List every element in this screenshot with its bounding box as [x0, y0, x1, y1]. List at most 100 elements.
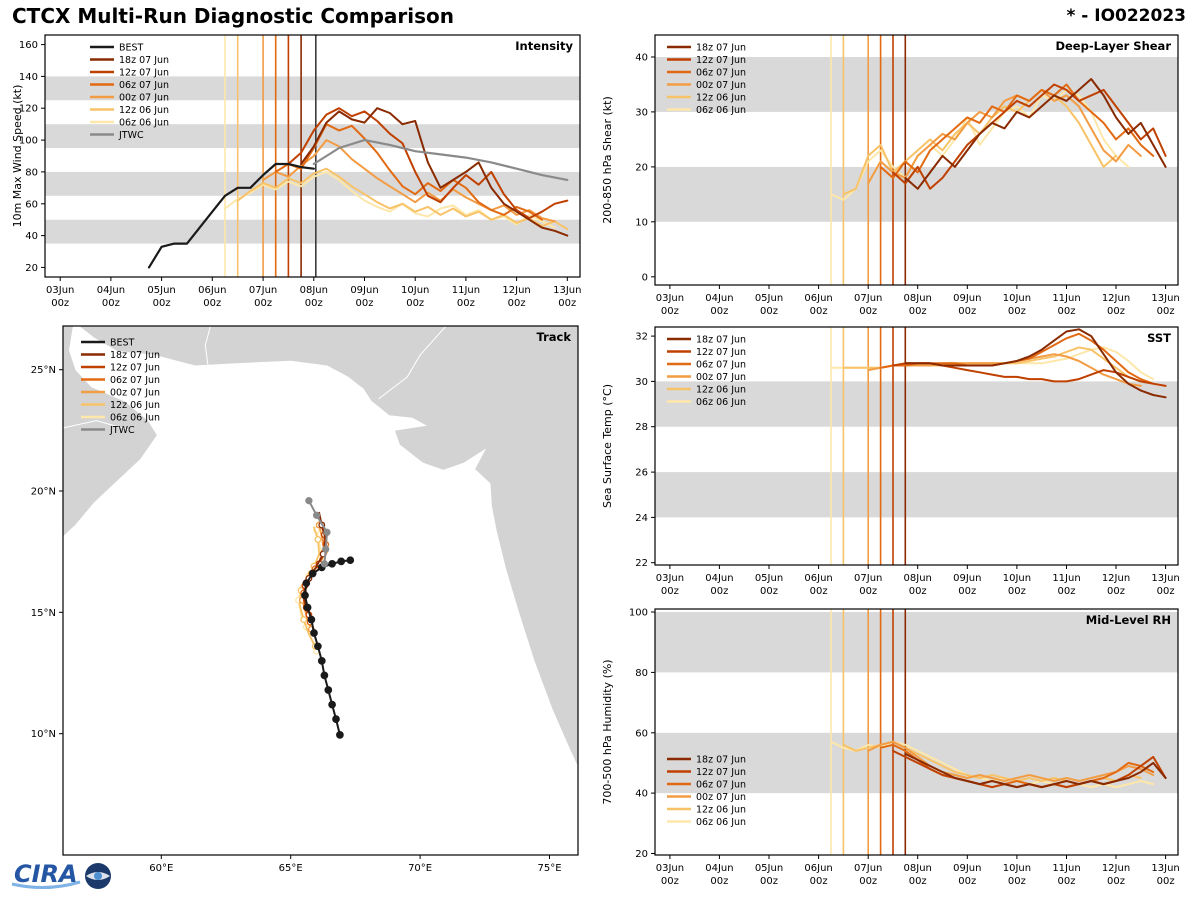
svg-text:00z: 00z: [1008, 876, 1026, 887]
svg-text:18z 07 Jun: 18z 07 Jun: [696, 755, 746, 766]
series-00z-07-Jun: [262, 139, 556, 223]
svg-text:00z: 00z: [810, 876, 828, 887]
svg-text:08Jun: 08Jun: [904, 863, 932, 874]
series-06z-06-Jun: [830, 88, 1130, 201]
svg-text:00z: 00z: [810, 306, 828, 317]
svg-text:00z: 00z: [1157, 876, 1175, 887]
svg-text:80: 80: [25, 167, 38, 178]
svg-text:04Jun: 04Jun: [705, 293, 733, 304]
svg-text:12Jun: 12Jun: [1102, 293, 1130, 304]
svg-text:Deep-Layer Shear: Deep-Layer Shear: [1055, 39, 1171, 53]
svg-text:09Jun: 09Jun: [953, 863, 981, 874]
svg-text:06Jun: 06Jun: [804, 293, 832, 304]
svg-text:12z 06 Jun: 12z 06 Jun: [696, 385, 746, 396]
svg-text:22: 22: [635, 558, 648, 569]
svg-text:12z 06 Jun: 12z 06 Jun: [696, 93, 746, 104]
series-12z-06-Jun: [842, 346, 1142, 383]
svg-text:00z: 00z: [153, 298, 171, 309]
svg-text:00z: 00z: [760, 586, 778, 597]
svg-text:00z: 00z: [1107, 306, 1125, 317]
svg-text:200-850 hPa Shear (kt): 200-850 hPa Shear (kt): [601, 96, 614, 224]
svg-text:06z 06 Jun: 06z 06 Jun: [110, 413, 160, 424]
svg-text:70°E: 70°E: [408, 863, 432, 874]
svg-text:12z 07 Jun: 12z 07 Jun: [696, 55, 746, 66]
svg-text:40: 40: [635, 53, 648, 64]
svg-text:18z 07 Jun: 18z 07 Jun: [696, 43, 746, 54]
svg-text:00z: 00z: [1008, 306, 1026, 317]
svg-text:Mid-Level RH: Mid-Level RH: [1086, 613, 1171, 627]
series-18z-07-Jun: [904, 328, 1167, 399]
svg-text:00z: 00z: [356, 298, 374, 309]
svg-text:07Jun: 07Jun: [854, 863, 882, 874]
svg-text:SST: SST: [1147, 331, 1171, 345]
svg-text:12z 07 Jun: 12z 07 Jun: [119, 68, 169, 79]
series-JTWC: [312, 138, 569, 181]
svg-text:20: 20: [635, 162, 648, 173]
svg-text:12Jun: 12Jun: [1102, 573, 1130, 584]
svg-text:00z: 00z: [558, 298, 576, 309]
svg-text:00z: 00z: [958, 586, 976, 597]
svg-text:00z: 00z: [1107, 586, 1125, 597]
svg-text:10Jun: 10Jun: [1003, 293, 1031, 304]
svg-text:JTWC: JTWC: [109, 425, 135, 436]
svg-text:160: 160: [19, 40, 38, 51]
svg-text:04Jun: 04Jun: [705, 863, 733, 874]
rh-panel: 03Jun 00z 04Jun 00z 05Jun 00z 06Jun 00z 07Jun 00z…: [598, 600, 1192, 900]
svg-text:00z: 00z: [203, 298, 221, 309]
svg-text:00z: 00z: [661, 586, 679, 597]
svg-text:60°E: 60°E: [149, 863, 173, 874]
svg-text:28: 28: [635, 422, 648, 433]
intensity-panel: 03Jun 00z 04Jun 00z 05Jun 00z 06Jun 00z 07Jun 00z…: [8, 26, 586, 317]
svg-text:00z: 00z: [457, 298, 475, 309]
svg-text:15°N: 15°N: [31, 608, 56, 619]
svg-text:10: 10: [635, 217, 648, 228]
shear-chart: 03Jun 00z 04Jun 00z 05Jun 00z 06Jun 00z 07Jun 00z…: [601, 34, 1180, 317]
svg-text:10Jun: 10Jun: [1003, 573, 1031, 584]
svg-text:32: 32: [635, 332, 648, 343]
svg-text:03Jun: 03Jun: [656, 863, 684, 874]
sst-panel: 03Jun 00z 04Jun 00z 05Jun 00z 06Jun 00z 07Jun 00z…: [598, 318, 1192, 605]
svg-text:09Jun: 09Jun: [953, 573, 981, 584]
svg-text:Intensity: Intensity: [515, 39, 573, 53]
svg-text:00z: 00z: [710, 876, 728, 887]
series-BEST: [147, 162, 315, 269]
sst-chart: 03Jun 00z 04Jun 00z 05Jun 00z 06Jun 00z 07Jun 00z…: [601, 326, 1180, 597]
svg-text:06Jun: 06Jun: [198, 285, 226, 296]
svg-text:00z 07 Jun: 00z 07 Jun: [119, 93, 169, 104]
svg-text:00z: 00z: [254, 298, 272, 309]
page-title: CTCX Multi-Run Diagnostic Comparison: [12, 4, 454, 28]
svg-text:03Jun: 03Jun: [656, 293, 684, 304]
svg-text:140: 140: [19, 72, 38, 83]
svg-text:20: 20: [25, 263, 38, 274]
svg-text:06z 07 Jun: 06z 07 Jun: [696, 360, 746, 371]
svg-text:700-500 hPa Humidity (%): 700-500 hPa Humidity (%): [601, 659, 614, 804]
series-18z-07-Jun: [904, 752, 1167, 789]
svg-text:BEST: BEST: [110, 338, 135, 349]
svg-text:05Jun: 05Jun: [755, 293, 783, 304]
svg-text:05Jun: 05Jun: [147, 285, 175, 296]
svg-text:00z: 00z: [760, 876, 778, 887]
svg-text:00z: 00z: [710, 306, 728, 317]
svg-text:09Jun: 09Jun: [953, 293, 981, 304]
series-BEST: [304, 559, 352, 736]
svg-text:03Jun: 03Jun: [656, 573, 684, 584]
svg-text:11Jun: 11Jun: [1052, 293, 1080, 304]
series-00z-07-Jun: [867, 88, 1142, 185]
svg-text:06z 06 Jun: 06z 06 Jun: [696, 105, 746, 116]
svg-text:Track: Track: [537, 330, 572, 344]
track-chart: 60°E 65°E 70°E 75°E 10°N 15°N 20°N 25°N Track BES…: [31, 325, 579, 874]
storm-id: * - IO022023: [1066, 6, 1186, 26]
series-12z-06-Jun: [236, 167, 569, 231]
series-06z-07-Jun: [879, 83, 1155, 179]
svg-text:00z: 00z: [661, 876, 679, 887]
svg-text:06z 06 Jun: 06z 06 Jun: [696, 397, 746, 408]
svg-text:13Jun: 13Jun: [1151, 573, 1179, 584]
svg-text:00z: 00z: [51, 298, 69, 309]
svg-text:12z 07 Jun: 12z 07 Jun: [696, 767, 746, 778]
svg-text:00z: 00z: [810, 586, 828, 597]
svg-text:JTWC: JTWC: [118, 130, 144, 141]
svg-text:10m Max Wind Speed (kt): 10m Max Wind Speed (kt): [11, 85, 24, 228]
svg-text:08Jun: 08Jun: [904, 293, 932, 304]
svg-text:06z 06 Jun: 06z 06 Jun: [696, 817, 746, 828]
svg-text:12z 07 Jun: 12z 07 Jun: [696, 347, 746, 358]
